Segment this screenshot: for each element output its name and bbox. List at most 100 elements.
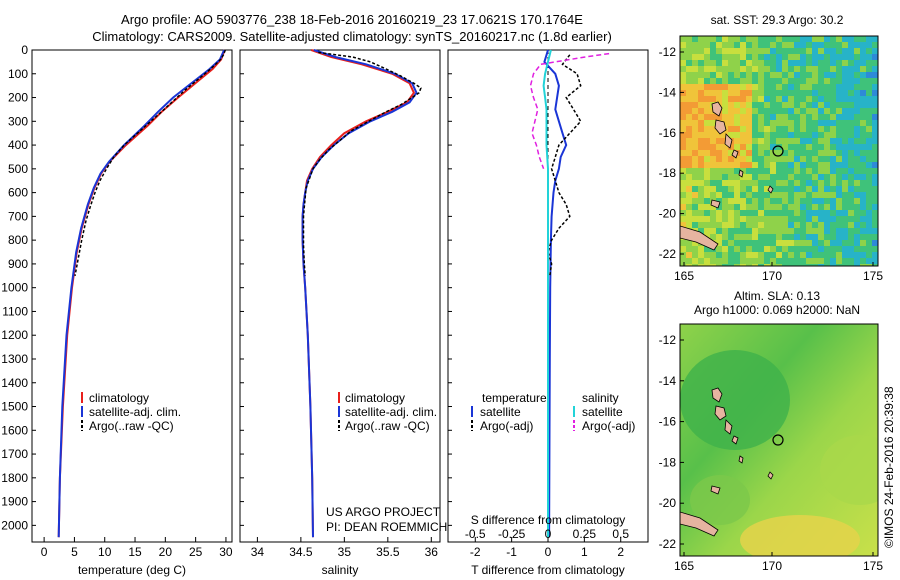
sla-blob-low <box>680 350 790 450</box>
sst-cell <box>752 48 758 54</box>
sst-cell <box>758 120 764 126</box>
sst-cell <box>776 150 782 156</box>
sst-cell <box>842 162 848 168</box>
sst-cell <box>794 162 800 168</box>
sst-cell <box>734 126 740 132</box>
sst-cell <box>722 132 728 138</box>
sst-cell <box>704 252 710 258</box>
sst-cell <box>818 168 824 174</box>
y-tick-label: 600 <box>8 186 28 200</box>
sst-cell <box>686 204 692 210</box>
sst-cell <box>770 234 776 240</box>
sst-cell <box>848 48 854 54</box>
legend-label-climatology: climatology <box>345 391 405 405</box>
sst-cell <box>830 132 836 138</box>
sst-cell <box>770 198 776 204</box>
sst-cell <box>740 120 746 126</box>
sst-cell <box>824 216 830 222</box>
sst-cell <box>692 108 698 114</box>
sst-cell <box>836 198 842 204</box>
sst-cell <box>800 234 806 240</box>
sst-cell <box>680 216 686 222</box>
sst-cell <box>842 234 848 240</box>
map-y-tick-label: -12 <box>659 45 677 59</box>
sst-cell <box>722 264 728 266</box>
sst-cell <box>722 258 728 264</box>
y-tick-label: 100 <box>8 67 28 81</box>
sst-cell <box>764 210 770 216</box>
sst-cell <box>788 126 794 132</box>
sst-cell <box>806 222 812 228</box>
sst-cell <box>866 102 872 108</box>
sst-cell <box>848 156 854 162</box>
sst-cell <box>746 252 752 258</box>
sst-cell <box>698 264 704 266</box>
sst-cell <box>794 204 800 210</box>
sst-cell <box>848 174 854 180</box>
sst-cell <box>692 210 698 216</box>
sst-cell <box>848 228 854 234</box>
sst-cell <box>686 48 692 54</box>
map-x-tick-label: 165 <box>674 269 694 283</box>
sst-cell <box>758 216 764 222</box>
sst-cell <box>848 186 854 192</box>
sst-cell <box>734 162 740 168</box>
sst-cell <box>788 48 794 54</box>
sst-cell <box>710 168 716 174</box>
series-line-satellite <box>301 49 418 538</box>
sst-cell <box>746 204 752 210</box>
sst-cell <box>770 126 776 132</box>
sst-cell <box>680 138 686 144</box>
legend-label-climatology: climatology <box>89 391 149 405</box>
sst-cell <box>686 102 692 108</box>
sst-cell <box>704 54 710 60</box>
sst-cell <box>692 192 698 198</box>
sst-cell <box>710 126 716 132</box>
sst-cell <box>860 216 866 222</box>
sst-cell <box>698 42 704 48</box>
sst-cell <box>866 216 872 222</box>
sst-cell <box>722 72 728 78</box>
sst-cell <box>860 90 866 96</box>
sst-cell <box>692 252 698 258</box>
sst-cell <box>842 84 848 90</box>
sst-cell <box>794 246 800 252</box>
sst-cell <box>818 72 824 78</box>
sst-cell <box>848 204 854 210</box>
sst-cell <box>728 126 734 132</box>
sst-cell <box>806 228 812 234</box>
sst-cell <box>734 90 740 96</box>
sst-cell <box>866 198 872 204</box>
sst-cell <box>728 96 734 102</box>
salinity-legend: climatology satellite-adj. clim. Argo(..… <box>338 391 437 433</box>
sst-cell <box>728 180 734 186</box>
sst-cell <box>782 144 788 150</box>
sst-cell <box>728 78 734 84</box>
salinity-chart: 34 34.5 35 35.5 36 <box>240 49 438 559</box>
sst-cell <box>818 192 824 198</box>
sst-cell <box>704 186 710 192</box>
sst-cell <box>860 228 866 234</box>
sst-cell <box>860 126 866 132</box>
sst-cell <box>692 126 698 132</box>
sst-cell <box>764 228 770 234</box>
sst-cell <box>860 186 866 192</box>
sst-cell <box>770 48 776 54</box>
sst-map-image <box>680 36 878 266</box>
sst-cell <box>698 60 704 66</box>
sst-cell <box>842 132 848 138</box>
sst-cell <box>692 216 698 222</box>
sst-cell <box>758 108 764 114</box>
sst-cell <box>836 156 842 162</box>
sst-cell <box>788 198 794 204</box>
sst-cell <box>722 228 728 234</box>
s-difference-xlabel: S difference from climatology <box>471 513 626 527</box>
sst-cell <box>764 66 770 72</box>
sst-cell <box>794 120 800 126</box>
sst-cell <box>848 96 854 102</box>
sst-cell <box>776 102 782 108</box>
sst-cell <box>716 96 722 102</box>
sst-cell <box>686 150 692 156</box>
sst-cell <box>812 186 818 192</box>
sst-cell <box>824 84 830 90</box>
